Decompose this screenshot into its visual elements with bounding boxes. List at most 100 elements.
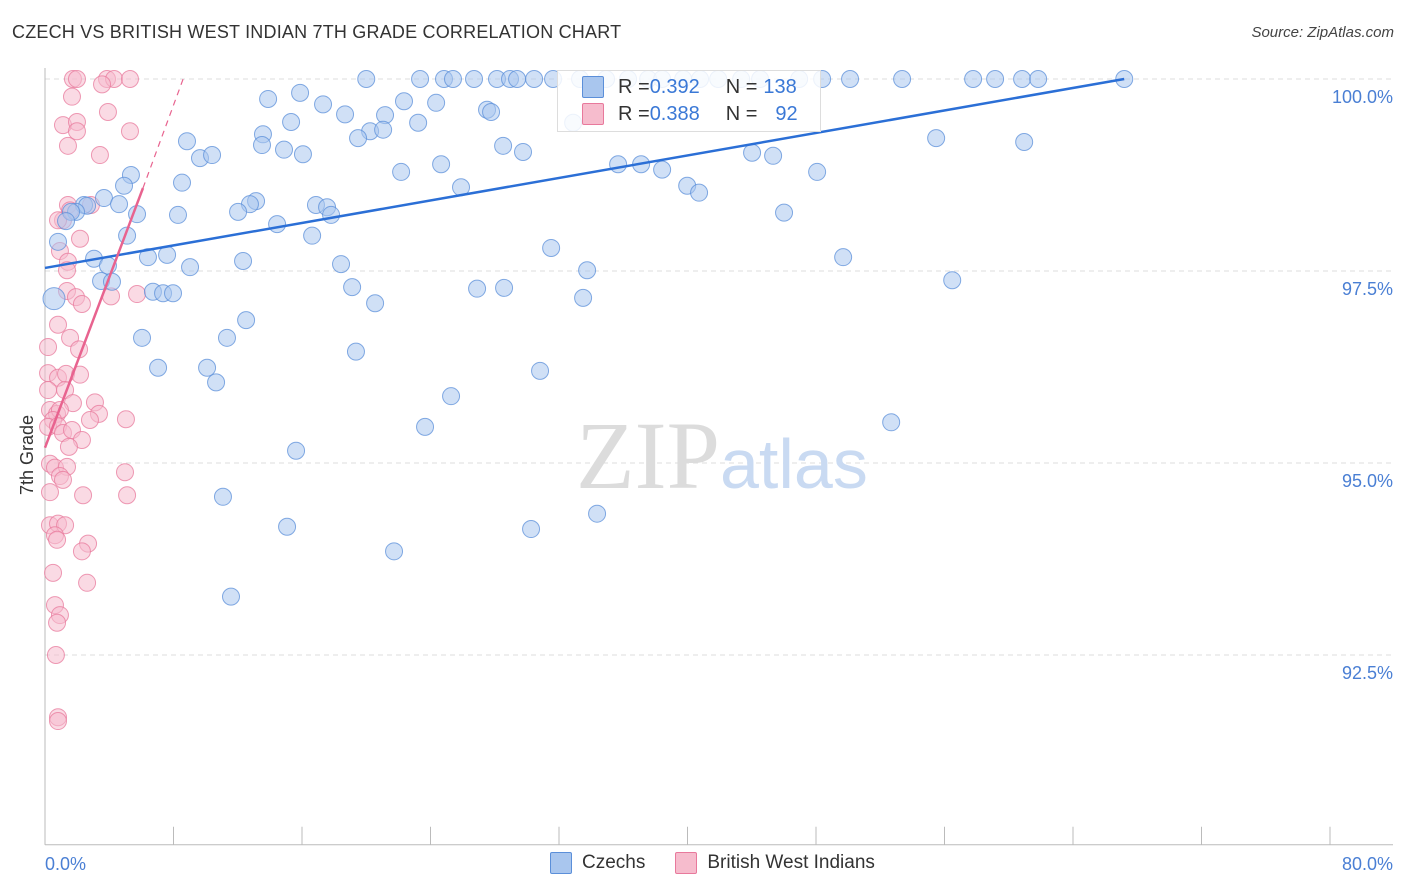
legend-item-czechs[interactable]: Czechs [550, 852, 645, 874]
bwi-point [53, 470, 72, 489]
watermark-zip: ZIP [576, 402, 720, 509]
n-value: 92 [775, 102, 798, 125]
bwi-point [59, 437, 78, 456]
czechs-point [357, 70, 376, 88]
bwi-swatch-icon [582, 103, 604, 125]
bwi-trend-line [43, 187, 145, 449]
bwi-point [116, 410, 135, 429]
czechs-point [385, 542, 404, 561]
bwi-point [120, 122, 139, 141]
czechs-point [303, 226, 322, 245]
czechs-point [808, 162, 827, 181]
bwi-point [90, 146, 109, 165]
czechs-point [409, 113, 428, 132]
bwi-point [98, 103, 117, 122]
bwi-point [46, 646, 65, 664]
stats-row-czechs: R = 0.392 N = 138 [582, 74, 797, 100]
bwi-point [115, 463, 134, 482]
bwi-point [39, 381, 58, 400]
y-tick-label: 97.5% [1342, 279, 1393, 299]
czechs-point [574, 288, 593, 307]
czechs-point [168, 205, 187, 224]
czechs-point [522, 520, 541, 539]
bwi-point [78, 573, 97, 592]
czechs-point [508, 70, 527, 88]
czechs-point [177, 132, 196, 151]
bwi-point [49, 315, 68, 334]
czechs-point [392, 162, 411, 181]
r-value: 0.388 [649, 102, 700, 125]
czechs-point [964, 70, 983, 88]
bwi-point [128, 285, 147, 304]
czechs-point [336, 105, 355, 124]
bwi-point [67, 70, 86, 88]
czechs-point [110, 195, 129, 214]
czechs-point [609, 155, 628, 174]
czechs-point [1015, 132, 1034, 151]
czechs-point [133, 328, 152, 347]
czechs-point [173, 173, 192, 192]
x-tick-label-max: 80.0% [1342, 854, 1393, 874]
czechs-point [834, 248, 853, 267]
czechs-point [690, 183, 709, 202]
czechs-point [158, 245, 177, 264]
czechs-point [394, 92, 413, 111]
czechs-point [366, 294, 385, 313]
czechs-point [287, 441, 306, 460]
legend-item-bwi[interactable]: British West Indians [675, 852, 875, 874]
czechs-point [42, 287, 66, 311]
bwi-point [72, 295, 91, 314]
czechs-point [743, 143, 762, 162]
czechs-point [411, 70, 430, 88]
bwi-point [120, 70, 139, 88]
czechs-point [94, 189, 113, 208]
czechs-point [275, 140, 294, 159]
watermark-atlas: atlas [720, 425, 868, 503]
czechs-point [222, 587, 241, 606]
czechs-point [314, 95, 333, 114]
czechs-point [293, 145, 312, 164]
czechs-point [237, 311, 256, 330]
czechs-point [927, 129, 946, 148]
czechs-point [374, 120, 393, 139]
czechs-point [442, 387, 461, 406]
r-label: R = [618, 102, 650, 125]
y-tick-label: 95.0% [1342, 471, 1393, 491]
czechs-point [494, 136, 513, 155]
czechs-point [1013, 70, 1032, 88]
bwi-point [58, 136, 77, 155]
n-label: N = [725, 102, 758, 125]
czechs-point [164, 284, 183, 303]
czechs-point [432, 155, 451, 174]
r-value: 0.392 [649, 75, 700, 98]
czechs-point [531, 361, 550, 380]
czechs-point [234, 252, 253, 271]
czechs-point [542, 238, 561, 257]
czechs-point [229, 202, 248, 221]
czechs-point [1029, 70, 1048, 88]
czechs-point [427, 93, 446, 112]
czechs-point [943, 271, 962, 290]
bwi-point [71, 229, 90, 248]
czechs-point [291, 83, 310, 102]
czechs-point [346, 342, 365, 361]
czechs-point [482, 103, 501, 122]
r-label: R = [618, 75, 650, 98]
czechs-point [49, 232, 68, 251]
bwi-point [72, 542, 91, 561]
czechs-point [841, 70, 860, 88]
czechs-point [181, 258, 200, 277]
stats-legend: R = 0.392 N = 138 R = 0.388 N = 92 [557, 70, 821, 132]
bwi-point [67, 122, 86, 141]
n-value: 138 [763, 75, 797, 98]
bwi-point [49, 712, 68, 731]
bwi-point [80, 410, 99, 429]
legend: Czechs British West Indians [550, 852, 875, 874]
stats-row-bwi: R = 0.388 N = 92 [582, 101, 798, 127]
bwi-point [39, 338, 58, 357]
czechs-trend-line [44, 77, 1125, 270]
czechs-point [775, 203, 794, 222]
czechs-point [253, 136, 272, 155]
czechs-point [115, 176, 134, 195]
bwi-point [118, 486, 137, 505]
